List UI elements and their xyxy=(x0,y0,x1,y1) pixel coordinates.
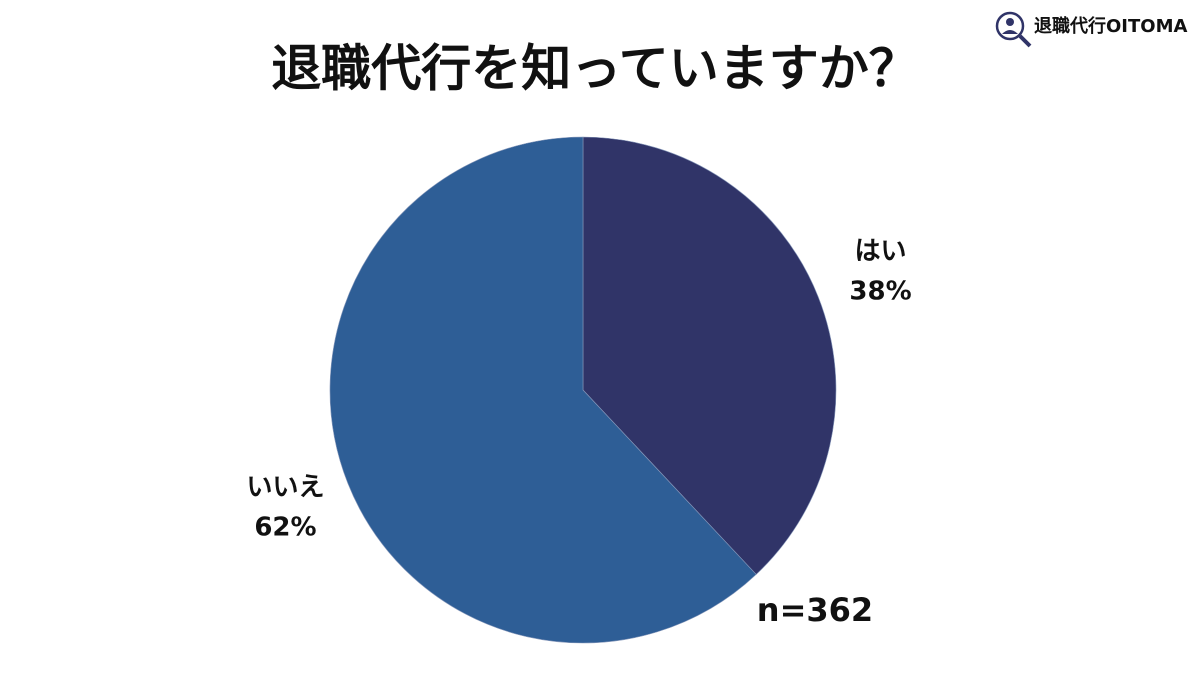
value-label: 62% xyxy=(254,512,316,542)
slice-label: いいえ xyxy=(246,472,324,502)
brand-logo: 退職代行OITOMA xyxy=(995,11,1187,48)
pie-slice xyxy=(329,136,757,644)
logo-icon-handle xyxy=(1018,34,1032,48)
sample-size: n=362 xyxy=(757,591,873,629)
pie-slice xyxy=(582,136,837,575)
chart-title: 退職代行を知っていますか？ xyxy=(271,40,919,98)
logo-icon-body xyxy=(1002,30,1018,34)
logo-icon xyxy=(995,11,1025,41)
brand-text: 退職代行OITOMA xyxy=(1034,15,1187,37)
slice-label: はい xyxy=(855,237,907,267)
logo-icon-head xyxy=(1006,18,1014,26)
value-label: 38% xyxy=(849,277,911,307)
